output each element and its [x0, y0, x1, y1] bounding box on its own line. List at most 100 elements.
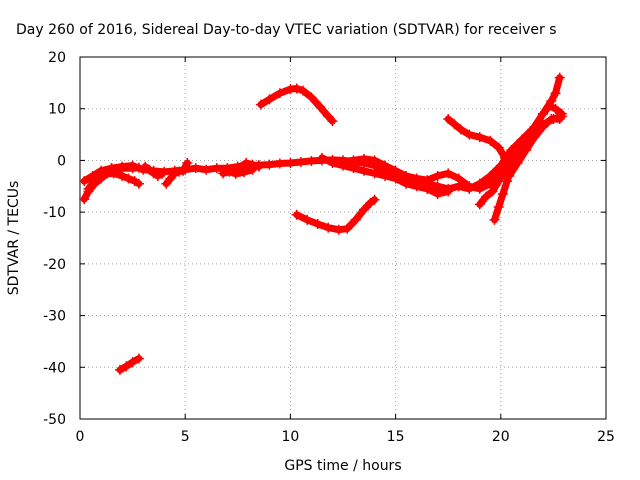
data-point: [449, 119, 460, 130]
data-point: [453, 173, 464, 184]
data-point: [554, 72, 565, 83]
data-point: [422, 175, 433, 186]
data-point: [546, 114, 557, 125]
y-tick-label: 20: [48, 50, 66, 66]
series-trace: [339, 155, 505, 193]
series-arc-high: [255, 83, 338, 127]
data-point: [274, 88, 285, 99]
y-tick-label: -20: [43, 257, 66, 273]
series-arc-main-c: [338, 153, 506, 194]
data-point: [133, 353, 144, 364]
series-trace: [444, 115, 509, 162]
chart-title: Day 260 of 2016, Sidereal Day-to-day VTE…: [16, 22, 557, 38]
series-trace: [293, 196, 379, 234]
series-arc-segment-3: [140, 161, 168, 181]
data-point: [91, 171, 102, 182]
data-point: [165, 173, 176, 184]
data-point: [550, 88, 561, 99]
data-point: [222, 165, 233, 176]
data-point: [432, 189, 443, 200]
y-tick-label: -50: [43, 412, 66, 428]
data-point: [512, 158, 523, 169]
data-point: [504, 170, 515, 181]
data-point: [247, 164, 258, 175]
data-point: [133, 178, 144, 189]
series-arc-start-c: [106, 162, 144, 174]
axis-ticks: 0 5 10 15 20 25 -50 -40 -30 -20 -10 0 10 20: [43, 50, 615, 445]
data-point: [556, 111, 567, 122]
data-point: [537, 108, 548, 119]
data-point: [464, 181, 475, 192]
data-point: [359, 204, 370, 215]
data-point: [182, 158, 193, 169]
data-point: [157, 168, 168, 179]
data-point: [114, 364, 125, 375]
data-point: [338, 156, 348, 167]
data-point: [369, 155, 380, 166]
x-tick-label: 10: [281, 429, 299, 445]
data-point: [306, 92, 317, 103]
y-tick-label: -30: [43, 309, 66, 325]
data-point: [123, 173, 134, 184]
grid: [80, 57, 606, 419]
data-point: [255, 99, 266, 110]
data-point: [390, 165, 401, 176]
data-point: [493, 176, 504, 187]
data-point: [487, 186, 498, 197]
data-point: [369, 194, 380, 205]
data-point: [253, 161, 264, 172]
series-arc-low: [291, 194, 380, 235]
data-point: [274, 158, 285, 169]
data-point: [100, 168, 111, 179]
data-point: [474, 132, 485, 143]
data-series: [79, 72, 567, 375]
data-point: [241, 158, 252, 169]
data-point: [291, 209, 302, 220]
x-tick-label: 5: [181, 429, 190, 445]
x-axis-label: GPS time / hours: [284, 458, 401, 474]
data-point: [312, 219, 323, 230]
data-point: [121, 361, 132, 372]
data-point: [327, 116, 338, 127]
y-tick-label: -40: [43, 360, 66, 376]
data-point: [314, 101, 325, 112]
x-tick-label: 15: [387, 429, 405, 445]
data-point: [211, 163, 222, 174]
data-point: [264, 159, 275, 170]
x-tick-label: 25: [597, 429, 615, 445]
data-point: [422, 183, 433, 194]
x-tick-label: 20: [492, 429, 510, 445]
series-trace: [223, 166, 256, 178]
data-point: [285, 158, 296, 169]
data-point: [291, 83, 302, 94]
y-tick-label: 0: [57, 153, 66, 169]
data-point: [359, 165, 370, 176]
plot-area: [79, 56, 607, 420]
data-point: [79, 194, 90, 205]
series-arc-segment-4: [161, 158, 193, 189]
data-point: [432, 170, 443, 181]
data-point: [359, 153, 370, 164]
data-point: [333, 224, 344, 235]
y-axis-label: SDTVAR / TECUs: [6, 181, 22, 296]
data-point: [369, 168, 380, 179]
data-point: [306, 155, 317, 166]
data-point: [443, 114, 454, 125]
data-point: [298, 85, 309, 96]
data-point: [79, 176, 90, 187]
data-point: [537, 121, 548, 132]
data-point: [201, 164, 212, 175]
data-point: [350, 214, 361, 225]
y-tick-label: -10: [43, 205, 66, 221]
data-point: [464, 129, 475, 140]
data-point: [493, 142, 504, 153]
data-point: [342, 223, 353, 234]
data-point: [550, 103, 561, 114]
data-point: [485, 135, 496, 146]
data-point: [443, 168, 454, 179]
data-point: [443, 186, 454, 197]
series-trace: [116, 355, 143, 374]
x-tick-label: 0: [76, 429, 85, 445]
data-point: [493, 201, 504, 212]
data-point: [521, 145, 532, 156]
